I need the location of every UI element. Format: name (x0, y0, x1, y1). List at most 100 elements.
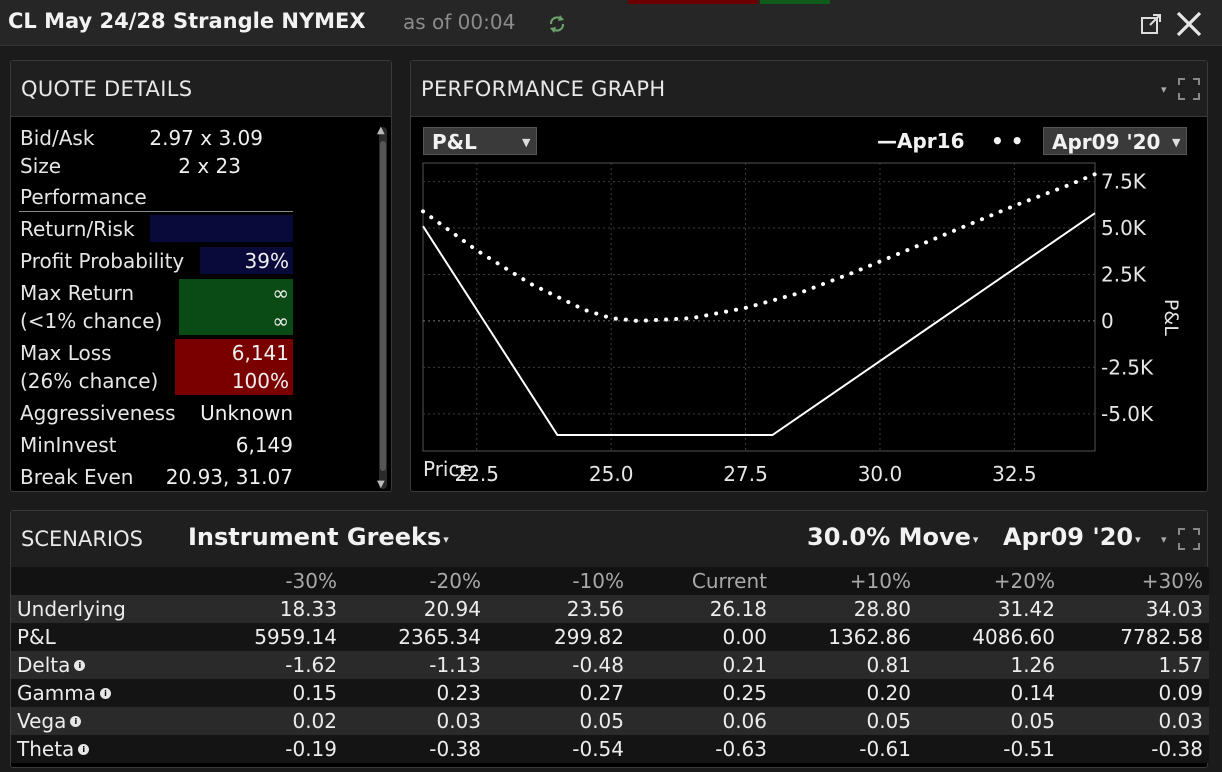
table-cell: -0.48 (487, 651, 630, 679)
max-loss-chance: (26% chance) (20, 369, 159, 393)
panel-menu-icon[interactable]: ▾ (1161, 83, 1167, 96)
as-of-timestamp: as of 00:04 (403, 10, 516, 34)
scroll-up-icon[interactable]: ▲ (377, 125, 385, 136)
performance-label: Performance (20, 185, 147, 209)
table-cell: 299.82 (487, 623, 630, 651)
row-label: Vega (17, 709, 67, 733)
y-tick-label: -5.0K (1101, 402, 1154, 426)
table-cell: 0.03 (343, 707, 487, 735)
break-even-value: 20.93, 31.07 (165, 465, 293, 489)
greeks-mode-label: Instrument Greeks (188, 523, 442, 551)
column-header: +10% (773, 567, 917, 595)
table-header-row: -30% -20% -10% Current +10% +20% +30% (11, 567, 1209, 595)
max-loss-pct: 100% (231, 369, 289, 393)
table-cell: -0.38 (343, 735, 487, 763)
table-cell: 0.14 (917, 679, 1061, 707)
expand-icon[interactable] (1177, 77, 1201, 101)
bid-ask-value: 2.97 x 3.09 (149, 126, 263, 150)
move-dropdown[interactable]: 30.0% Move ▾ (807, 523, 978, 551)
max-return-box (179, 279, 293, 335)
row-label: Delta (17, 653, 71, 677)
table-row: Theta i -0.19 -0.38 -0.54 -0.63 -0.61 -0.51 -0.3… (11, 735, 1209, 763)
table-cell: -0.61 (773, 735, 917, 763)
info-icon[interactable]: i (78, 744, 90, 755)
y-tick-label: -2.5K (1101, 355, 1154, 379)
table-row: Vega i 0.02 0.03 0.05 0.06 0.05 0.05 0.03 (11, 707, 1209, 735)
scenario-date-label: Apr09 '20 (1003, 523, 1134, 551)
table-row: Delta i -1.62 -1.13 -0.48 0.21 0.81 1.26 1.57 (11, 651, 1209, 679)
table-cell: 0.25 (630, 679, 773, 707)
table-cell: 0.09 (1061, 679, 1209, 707)
expand-icon[interactable] (1177, 527, 1201, 551)
y-tick-label: 0 (1101, 309, 1114, 333)
table-cell: 2365.34 (343, 623, 487, 651)
table-cell: -0.54 (487, 735, 630, 763)
table-row: Gamma i 0.15 0.23 0.27 0.25 0.20 0.14 0.09 (11, 679, 1209, 707)
column-header: -10% (487, 567, 630, 595)
max-return-value: ∞ (272, 281, 289, 305)
table-cell: 28.80 (773, 595, 917, 623)
table-cell: 0.05 (917, 707, 1061, 735)
max-loss-box (175, 339, 293, 395)
row-label-cell: P&L (11, 623, 199, 651)
row-label: Gamma (17, 681, 96, 705)
table-cell: 0.21 (630, 651, 773, 679)
scenarios-title: SCENARIOS (21, 527, 143, 551)
legend-solid-label: Apr16 (897, 129, 965, 153)
break-even-label: Break Even (20, 465, 134, 489)
greeks-mode-dropdown[interactable]: Instrument Greeks ▾ (188, 523, 449, 551)
table-cell: 0.20 (773, 679, 917, 707)
close-icon[interactable] (1174, 9, 1204, 39)
aggressiveness-label: Aggressiveness (20, 401, 176, 425)
info-icon[interactable]: i (70, 716, 82, 727)
table-cell: 18.33 (199, 595, 343, 623)
x-tick-label: 22.5 (454, 462, 499, 486)
date-dropdown[interactable]: Apr09 '20 ▼ (1043, 127, 1187, 155)
date-dropdown-label: Apr09 '20 (1052, 130, 1161, 154)
size-label: Size (20, 154, 62, 178)
table-cell: 7782.58 (1061, 623, 1209, 651)
column-header (11, 567, 199, 595)
performance-chart[interactable]: 22.5 25.0 27.5 30.0 32.5 7.5K 5.0K 2.5K 0 -2.5K -5… (411, 157, 1207, 491)
quote-details-title: QUOTE DETAILS (21, 77, 193, 101)
column-header: Current (630, 567, 773, 595)
scenario-date-dropdown[interactable]: Apr09 '20 ▾ (1003, 523, 1141, 551)
x-tick-label: 27.5 (723, 462, 768, 486)
table-cell: -0.38 (1061, 735, 1209, 763)
popout-icon[interactable] (1140, 13, 1162, 35)
y-tick-label: 7.5K (1101, 170, 1147, 194)
series-line-dotted (421, 172, 1097, 323)
performance-graph-title: PERFORMANCE GRAPH (421, 77, 666, 101)
metric-dropdown[interactable]: P&L ▼ (423, 127, 537, 155)
scroll-down-icon[interactable]: ▼ (377, 479, 385, 490)
series-line-apr16 (422, 212, 1096, 437)
chevron-down-icon: ▾ (443, 533, 449, 546)
chevron-down-icon: ▼ (522, 136, 531, 149)
price-axis-label: Price: (423, 457, 479, 481)
column-header: +20% (917, 567, 1061, 595)
greeks-table: -30% -20% -10% Current +10% +20% +30% Un… (11, 567, 1209, 763)
table-cell: 0.27 (487, 679, 630, 707)
profit-probability-box (200, 247, 293, 274)
row-label: P&L (17, 625, 56, 649)
scenarios-header: SCENARIOS Instrument Greeks ▾ 30.0% Move ▾… (11, 511, 1207, 567)
info-icon[interactable]: i (99, 688, 111, 699)
table-cell: 0.81 (773, 651, 917, 679)
table-cell: 1.26 (917, 651, 1061, 679)
table-cell: 26.18 (630, 595, 773, 623)
x-tick-label: 30.0 (858, 462, 903, 486)
quote-scrollbar-thumb[interactable] (380, 141, 386, 471)
table-cell: 20.94 (343, 595, 487, 623)
max-return-pct: ∞ (272, 309, 289, 333)
table-cell: 0.15 (199, 679, 343, 707)
table-cell: -1.62 (199, 651, 343, 679)
legend-solid-swatch: — (877, 129, 897, 153)
column-header: -20% (343, 567, 487, 595)
plot-area (422, 162, 1096, 452)
table-cell: 1362.86 (773, 623, 917, 651)
background-strip-red (628, 0, 758, 4)
panel-menu-icon[interactable]: ▾ (1161, 533, 1167, 546)
info-icon[interactable]: i (74, 660, 86, 671)
refresh-icon[interactable] (546, 13, 568, 35)
chevron-down-icon: ▾ (972, 533, 979, 546)
